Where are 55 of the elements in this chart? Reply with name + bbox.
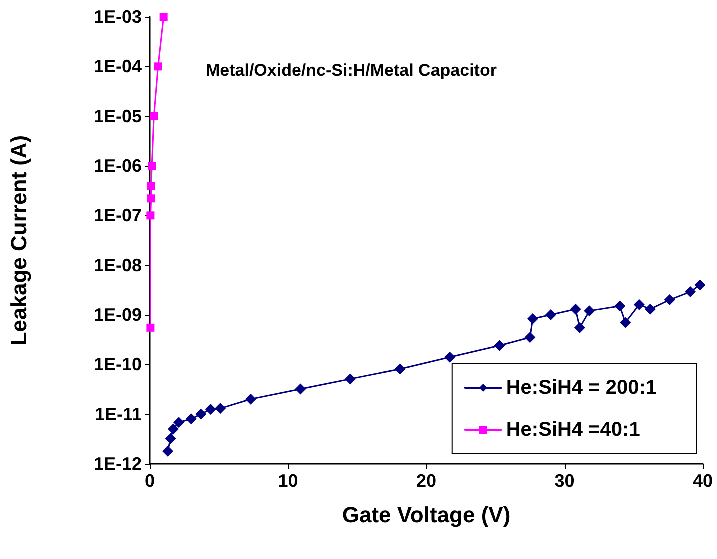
point [147,182,156,190]
y-tick-label: 1E-08 [94,255,142,276]
point [147,194,156,203]
point [344,374,356,385]
legend-label: He:SiH4 =40:1 [506,419,640,441]
y-tick-label: 1E-12 [94,454,142,474]
point [527,314,538,325]
point [644,304,656,315]
point [168,424,180,435]
point [162,446,174,457]
y-tick-label: 1E-09 [94,305,142,325]
y-tick-label: 1E-06 [94,156,142,176]
point [146,212,155,220]
legend-label: He:SiH4 = 200:1 [506,377,658,399]
point [205,404,216,416]
x-tick-label: 20 [416,471,437,491]
point [584,306,596,317]
point [165,433,176,444]
y-tick-label: 1E-05 [94,106,142,126]
y-tick-label: 1E-04 [94,56,142,77]
point [524,332,536,344]
x-tick-label: 0 [144,471,156,491]
point [494,340,506,352]
x-tick-label: 10 [278,471,298,491]
point [545,310,556,320]
point [150,112,158,120]
point [295,384,306,395]
y-tick-label: 1E-10 [94,354,142,375]
point [148,162,156,170]
point [664,294,676,306]
point [196,408,207,420]
y-tick-label: 1E-03 [94,7,142,27]
point [394,364,406,375]
point [186,414,197,425]
point [634,299,645,310]
point [620,317,632,328]
y-axis-title: Leakage Current (A) [6,135,32,346]
point [245,394,256,405]
point [146,324,155,332]
point [160,13,168,21]
x-tick-label: 30 [554,471,575,491]
point [574,322,586,334]
point [694,280,706,291]
x-tick-label: 40 [692,471,714,491]
point [215,403,226,414]
x-axis-title: Gate Voltage (V) [342,502,511,528]
y-tick-label: 1E-07 [94,206,142,226]
y-tick-label: 1E-11 [94,404,142,424]
point [174,417,185,428]
point [154,62,162,71]
point [444,352,456,363]
point [614,300,626,312]
point [685,286,696,298]
annotation: Metal/Oxide/nc-Si:H/Metal Capacitor [206,61,498,80]
point [570,304,582,315]
